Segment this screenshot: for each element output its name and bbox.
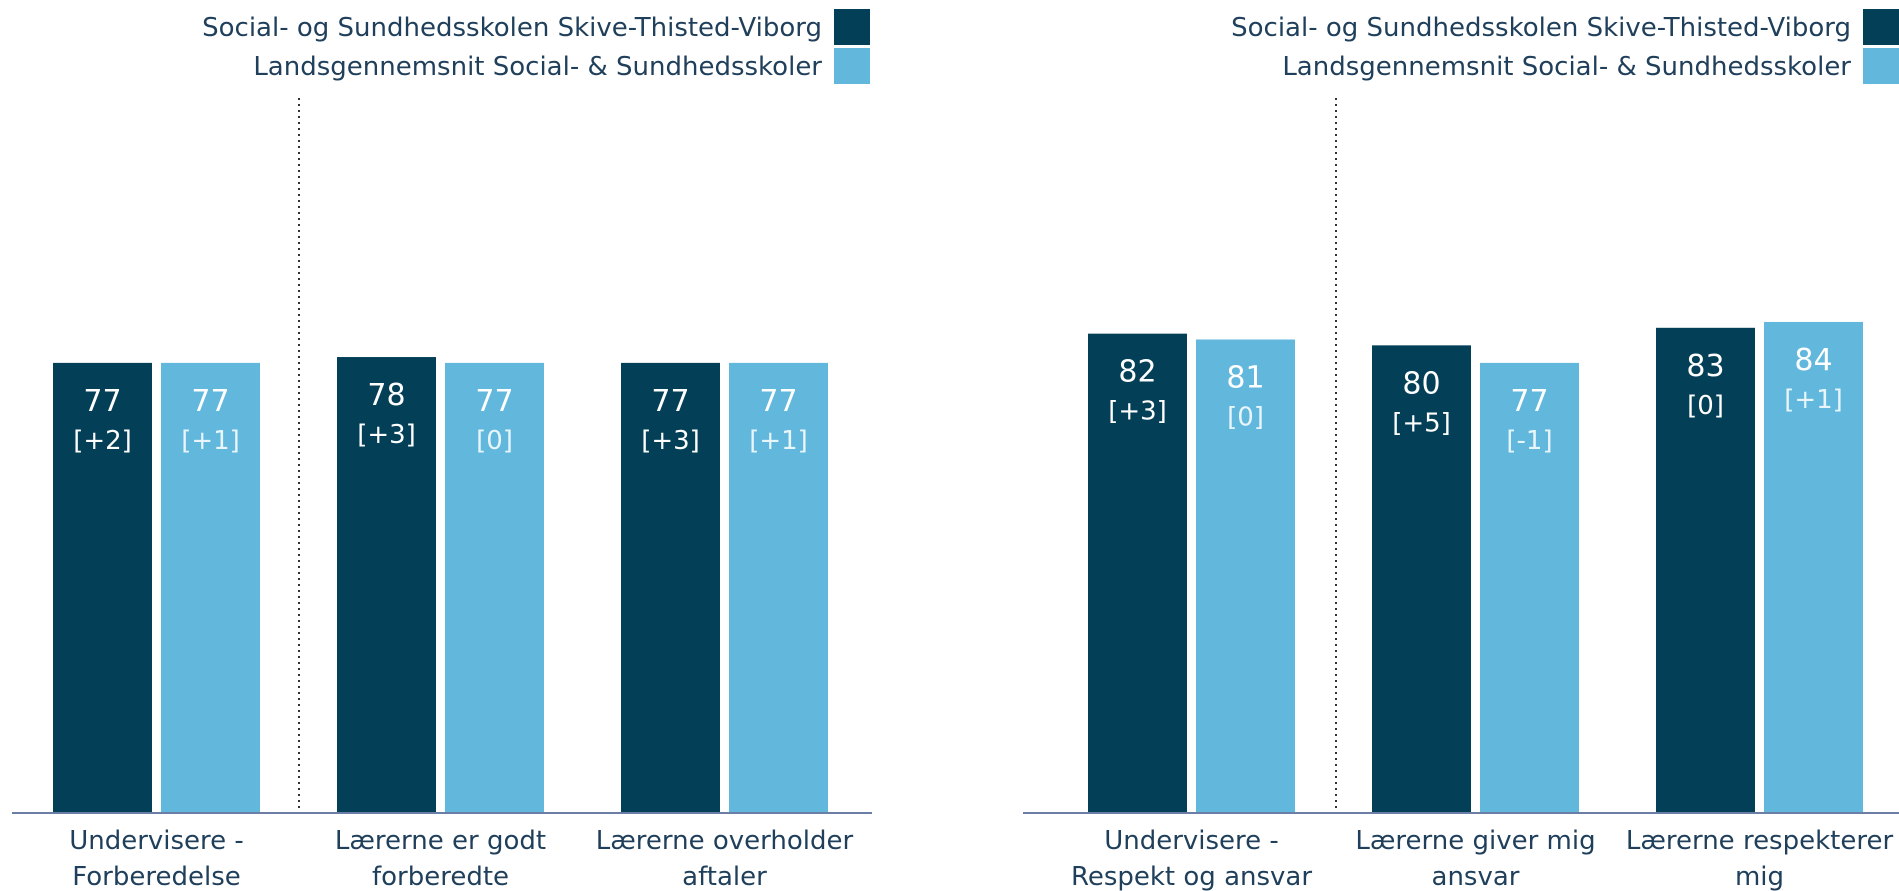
category-label: Undervisere - [69, 826, 244, 856]
legend-swatch-2 [1863, 48, 1899, 84]
category-label: Lærerne giver mig [1355, 826, 1595, 856]
bar-school-3 [621, 362, 720, 813]
legend-swatch-1 [1863, 9, 1899, 45]
change-label: [0] [1227, 402, 1264, 432]
category-label: aftaler [682, 862, 767, 891]
bar-school-1 [1088, 333, 1187, 813]
change-label: [+3] [1108, 397, 1167, 427]
bar-national-3 [729, 362, 828, 813]
category-label: Respekt og ansvar [1071, 862, 1312, 891]
category-label: Lærerne respekterer [1626, 826, 1894, 856]
change-label: [0] [1687, 391, 1724, 421]
change-label: [+1] [181, 426, 240, 456]
change-label: [+5] [1392, 408, 1451, 438]
value-label: 78 [367, 378, 405, 413]
bar-national-3 [1764, 321, 1863, 813]
value-label: 82 [1118, 355, 1156, 390]
bar-school-2 [1372, 345, 1471, 813]
value-label: 80 [1402, 366, 1440, 401]
bar-school-2 [337, 357, 436, 813]
bar-national-1 [1196, 339, 1295, 813]
category-label: mig [1735, 862, 1784, 891]
category-label: Lærerne overholder [596, 826, 854, 856]
bar-school-3 [1656, 327, 1755, 813]
value-label: 81 [1226, 360, 1264, 395]
category-label: ansvar [1432, 862, 1520, 891]
value-label: 77 [475, 384, 513, 419]
legend-swatch-1 [834, 9, 870, 45]
value-label: 84 [1794, 343, 1832, 378]
chart-2: Social- og Sundhedsskolen Skive-Thisted-… [1023, 9, 1899, 891]
change-label: [+2] [73, 426, 132, 456]
bar-school-1 [53, 362, 152, 813]
category-label: Forberedelse [72, 862, 241, 891]
legend-label-2: Landsgennemsnit Social- & Sundhedsskoler [253, 52, 822, 82]
value-label: 77 [83, 384, 121, 419]
bar-national-2 [445, 362, 544, 813]
change-label: [0] [476, 426, 513, 456]
value-label: 77 [759, 384, 797, 419]
change-label: [+1] [749, 426, 808, 456]
change-label: [-1] [1506, 426, 1552, 456]
change-label: [+3] [641, 426, 700, 456]
bar-national-2 [1480, 362, 1579, 813]
value-label: 77 [1510, 384, 1548, 419]
category-label: Lærerne er godt [335, 826, 546, 856]
value-label: 77 [651, 384, 689, 419]
legend-label-2: Landsgennemsnit Social- & Sundhedsskoler [1282, 52, 1851, 82]
value-label: 83 [1686, 349, 1724, 384]
category-label: forberedte [372, 862, 509, 891]
value-label: 77 [191, 384, 229, 419]
legend-label-1: Social- og Sundhedsskolen Skive-Thisted-… [1231, 13, 1851, 43]
category-label: Undervisere - [1104, 826, 1279, 856]
legend-swatch-2 [834, 48, 870, 84]
legend-label-1: Social- og Sundhedsskolen Skive-Thisted-… [202, 13, 822, 43]
chart-1: Social- og Sundhedsskolen Skive-Thisted-… [12, 9, 872, 891]
change-label: [+1] [1784, 385, 1843, 415]
change-label: [+3] [357, 420, 416, 450]
bar-national-1 [161, 362, 260, 813]
